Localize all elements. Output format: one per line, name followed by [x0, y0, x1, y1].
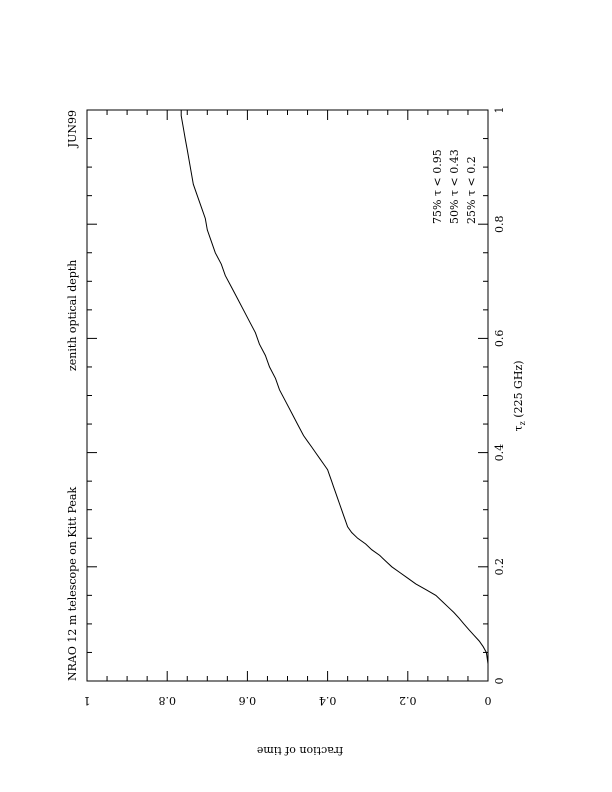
quantile-annotation: 50% τ < 0.43 — [448, 149, 461, 224]
x-axis-label-tau: τ — [512, 425, 525, 431]
title-right: JUN99 — [66, 110, 79, 148]
y-tick-label: 0.4 — [319, 694, 337, 707]
y-tick-label: 1 — [84, 694, 91, 707]
plot-frame — [86, 109, 489, 682]
x-tick-label: 0 — [493, 678, 506, 685]
x-tick-label: 0.8 — [493, 215, 506, 233]
x-axis-label-sub: z — [518, 421, 527, 425]
axis-ticks — [86, 109, 489, 682]
title-center: zenith optical depth — [66, 260, 79, 371]
y-tick-label: 0.6 — [239, 694, 257, 707]
quantile-annotations: 75% τ < 0.95 50% τ < 0.43 25% τ < 0.2 — [431, 149, 478, 224]
x-tick-label: 1 — [493, 107, 506, 114]
cumulative-curve — [180, 110, 489, 681]
axis-tick-labels: 0 0.2 0.4 0.6 0.8 1 0 0.2 0.4 0.6 0.8 1 — [84, 107, 507, 708]
y-tick-label: 0.2 — [399, 694, 417, 707]
y-tick-label: 0 — [485, 694, 492, 707]
quantile-annotation: 25% τ < 0.2 — [465, 156, 478, 224]
x-tick-label: 0.4 — [493, 444, 506, 462]
y-axis-label: fraction of time — [257, 744, 343, 757]
x-tick-label: 0.6 — [493, 330, 506, 348]
quantile-annotation: 75% τ < 0.95 — [431, 149, 444, 224]
x-tick-label: 0.2 — [493, 558, 506, 576]
x-axis-label-rest: (225 GHz) — [512, 360, 525, 421]
x-axis-label: τz (225 GHz) — [512, 360, 527, 431]
y-tick-label: 0.8 — [158, 694, 176, 707]
title-left: NRAO 12 m telescope on Kitt Peak — [66, 487, 79, 681]
